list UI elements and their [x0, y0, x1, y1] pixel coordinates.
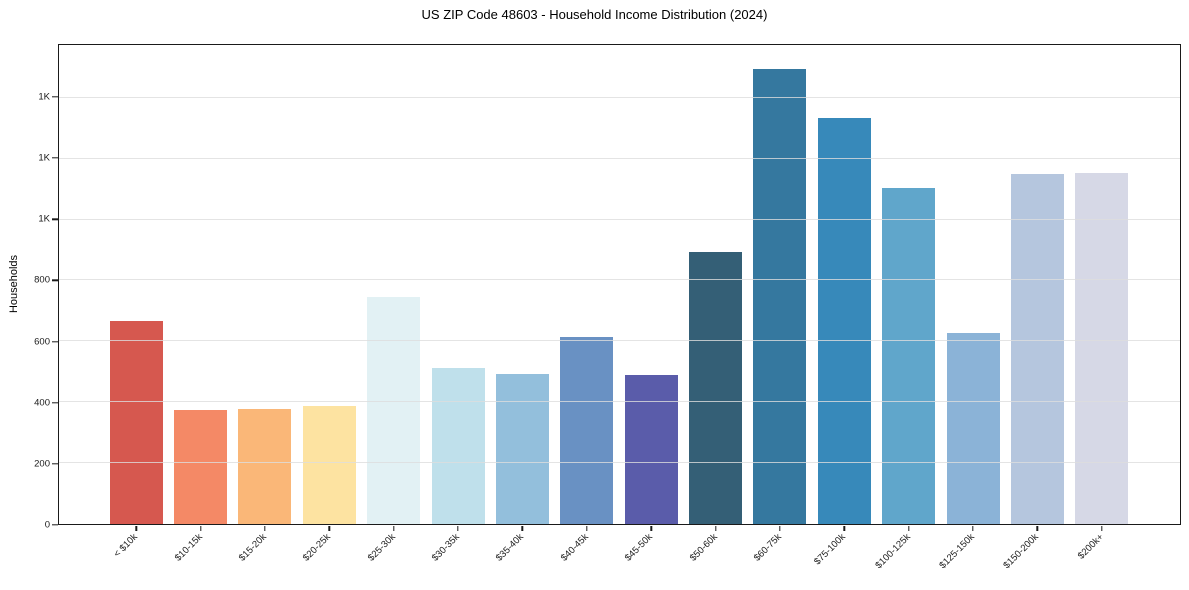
bar--200k+: [1075, 172, 1129, 524]
x-tick-mark: [264, 526, 266, 531]
y-axis-label: Households: [8, 254, 20, 314]
x-tick-label: $35-40k: [494, 531, 527, 564]
y-tick-mark: [52, 524, 58, 526]
bar-slot: $125-150k: [937, 45, 1005, 571]
x-tick-mark: [843, 526, 846, 531]
y-tick-label: 600: [34, 336, 50, 348]
x-tick-label: $15-20k: [236, 531, 269, 564]
x-tick-label: $10-15k: [172, 531, 205, 564]
bar--150-200k: [1010, 173, 1064, 524]
x-tick-label: $30-35k: [429, 531, 462, 564]
bar-slot: $40-45k: [555, 45, 619, 564]
x-tick-label: $25-30k: [365, 531, 398, 564]
bar--40-45k: [560, 337, 614, 524]
y-tick-mark: [52, 218, 58, 220]
y-tick-label: 0: [44, 519, 50, 531]
bar--10k: [109, 320, 163, 524]
x-tick-mark: [457, 526, 459, 531]
gridline: [59, 401, 1180, 403]
y-tick-label: 1K: [38, 152, 50, 164]
y-tick-label: 1K: [38, 91, 50, 103]
x-tick-mark: [779, 526, 781, 531]
x-tick-label: $200k+: [1075, 531, 1106, 562]
x-tick-label: $60-75k: [751, 531, 784, 564]
gridline: [59, 96, 1180, 98]
bars: < $10k $10-15k $15-20k $20-25k $25-30k $30-35…: [104, 45, 1134, 571]
bar-slot: $35-40k: [490, 45, 554, 564]
gridline: [59, 157, 1180, 159]
gridline: [59, 218, 1180, 220]
x-tick-label: $125-150k: [937, 531, 977, 572]
bar--20-25k: [302, 405, 356, 524]
x-tick-mark: [1101, 526, 1103, 531]
y-tick-mark: [52, 279, 58, 282]
y-tick-label: 400: [34, 397, 50, 409]
x-tick-mark: [328, 526, 331, 531]
bar--60-75k: [753, 69, 807, 524]
bar--10-15k: [174, 410, 228, 524]
bar--25-30k: [367, 297, 421, 524]
x-tick-mark: [586, 526, 588, 531]
x-tick-label: $50-60k: [687, 531, 720, 564]
x-tick-label: $150-200k: [1001, 531, 1042, 572]
x-tick-mark: [1036, 526, 1039, 531]
bar-slot: $45-50k: [619, 45, 683, 564]
y-tick-label: 200: [34, 458, 50, 470]
bar--50-60k: [689, 252, 743, 524]
x-tick-label: $20-25k: [301, 531, 334, 564]
y-tick-mark: [52, 157, 58, 159]
plot-area: < $10k $10-15k $15-20k $20-25k $25-30k $30-35…: [58, 44, 1181, 571]
bar-slot: $30-35k: [426, 45, 490, 564]
gridline: [59, 279, 1180, 281]
gridline: [59, 462, 1180, 464]
y-tick-mark: [52, 340, 58, 343]
bar-slot: $50-60k: [683, 45, 747, 564]
x-tick-mark: [714, 526, 717, 531]
x-tick-mark: [650, 526, 652, 531]
x-tick-label: $40-45k: [558, 531, 591, 564]
x-tick-label: $75-100k: [812, 531, 849, 568]
bar--45-50k: [624, 375, 678, 524]
x-tick-mark: [521, 526, 524, 531]
y-tick-mark: [52, 463, 58, 465]
y-tick-label: 1K: [38, 213, 50, 225]
bar-slot: $25-30k: [362, 45, 426, 564]
bar-slot: $75-100k: [812, 45, 876, 567]
bar-slot: $200k+: [1070, 45, 1134, 562]
y-tick-mark: [52, 96, 58, 98]
x-tick-label: $45-50k: [623, 531, 656, 564]
x-tick-label: < $10k: [111, 531, 141, 560]
x-tick-label: $100-125k: [873, 531, 913, 572]
bar--125-150k: [946, 332, 1000, 524]
bar--30-35k: [431, 368, 485, 524]
bar--35-40k: [495, 373, 549, 524]
bar-slot: < $10k: [104, 45, 168, 560]
bar-slot: $150-200k: [1002, 45, 1069, 571]
y-tick-label: 800: [34, 274, 50, 286]
bar--100-125k: [882, 188, 936, 524]
y-tick-mark: [52, 401, 58, 404]
bar--75-100k: [817, 118, 871, 524]
bar-slot: $100-125k: [873, 45, 941, 571]
chart-title: US ZIP Code 48603 - Household Income Dis…: [421, 7, 768, 22]
bar-slot: $20-25k: [297, 45, 361, 564]
bar-slot: $60-75k: [748, 45, 812, 564]
bar--15-20k: [238, 408, 292, 524]
x-tick-mark: [199, 526, 202, 531]
x-tick-mark: [135, 526, 137, 531]
x-tick-mark: [907, 526, 910, 531]
bar-slot: $15-20k: [233, 45, 297, 564]
x-tick-mark: [392, 526, 395, 531]
gridline: [59, 340, 1180, 342]
x-tick-mark: [972, 526, 974, 531]
bar-slot: $10-15k: [168, 45, 232, 564]
